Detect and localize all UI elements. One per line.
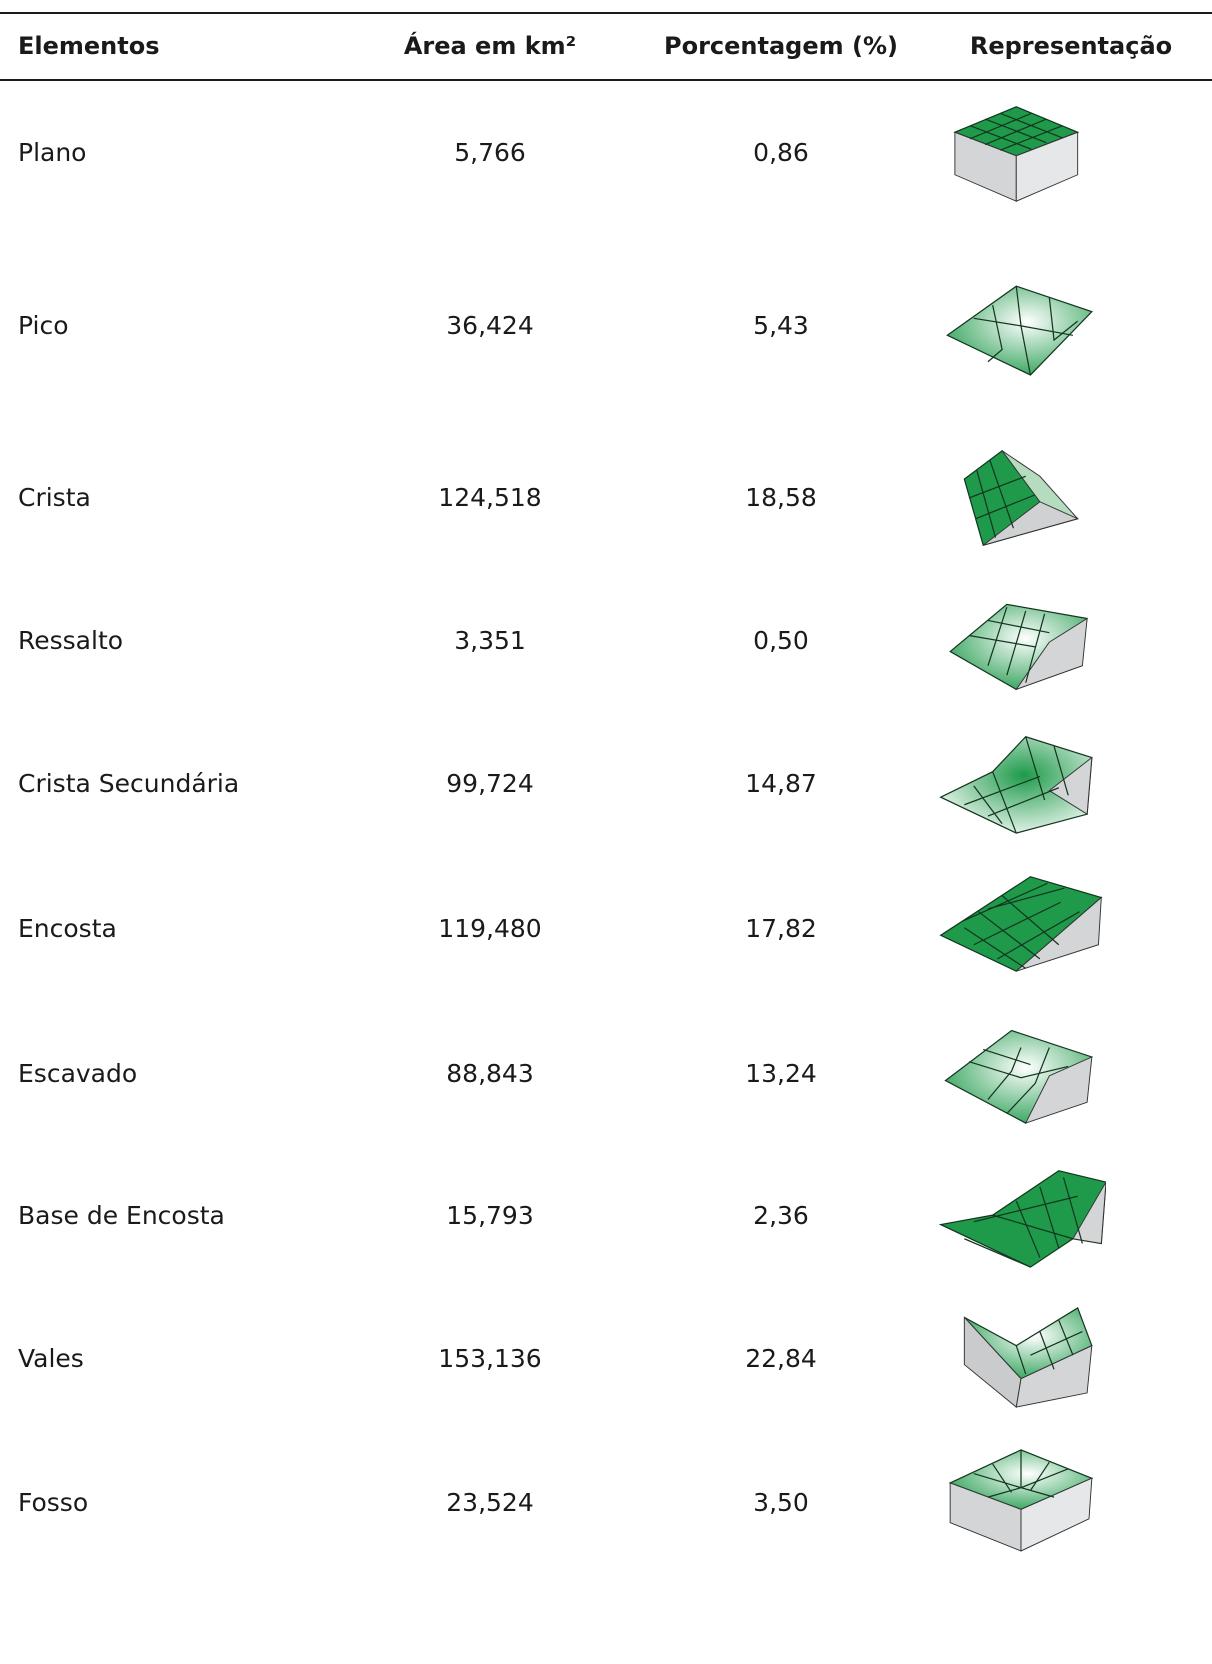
table-header-rule [0, 79, 1212, 81]
cell-porcentagem: 13,24 [745, 1059, 853, 1088]
cell-porcentagem: 3,50 [753, 1488, 837, 1517]
cell-porcentagem: 17,82 [745, 914, 853, 943]
hollow-terrain-icon [936, 1016, 1106, 1131]
cell-porcentagem-value: 0,86 [753, 138, 809, 167]
cell-area: 15,793 [446, 1201, 577, 1230]
cell-area: 119,480 [438, 914, 593, 943]
cell-porcentagem: 5,43 [753, 311, 837, 340]
cell-porcentagem-value: 22,84 [745, 1344, 817, 1373]
valley-terrain-icon [936, 1300, 1106, 1415]
cell-area-value: 36,424 [446, 311, 534, 340]
footslope-terrain-icon [936, 1160, 1106, 1275]
cell-elemento: Encosta [18, 914, 117, 943]
cell-area-value: 23,524 [446, 1488, 534, 1517]
cell-area: 99,724 [446, 769, 577, 798]
cell-elemento: Fosso [18, 1488, 89, 1517]
cell-porcentagem: 18,58 [745, 483, 853, 512]
cell-porcentagem-value: 3,50 [753, 1488, 809, 1517]
cell-porcentagem-value: 5,43 [753, 311, 809, 340]
cell-porcentagem: 0,50 [753, 626, 837, 655]
cell-elemento: Crista [18, 483, 91, 512]
cell-area: 3,351 [454, 626, 562, 655]
header-elementos: Elementos [18, 32, 160, 60]
cell-area: 23,524 [446, 1488, 577, 1517]
cell-porcentagem-value: 13,24 [745, 1059, 817, 1088]
cell-area: 5,766 [454, 138, 562, 167]
cell-elemento: Pico [18, 311, 69, 340]
cell-porcentagem-value: 2,36 [753, 1201, 809, 1230]
cell-elemento: Ressalto [18, 626, 124, 655]
cell-area-value: 124,518 [438, 483, 542, 512]
cell-porcentagem-value: 17,82 [745, 914, 817, 943]
ridge-terrain-icon [936, 440, 1106, 555]
peak-terrain-icon [936, 266, 1106, 381]
header-area-label: Área em km² [403, 32, 577, 60]
flat-terrain-icon [936, 96, 1106, 211]
slope-terrain-icon [936, 866, 1106, 981]
cell-area-value: 153,136 [438, 1344, 542, 1373]
cell-elemento: Base de Encosta [18, 1201, 225, 1230]
table-header-row: Elementos Área em km² Porcentagem (%) Re… [0, 13, 1212, 79]
cell-area: 124,518 [438, 483, 593, 512]
cell-porcentagem: 2,36 [753, 1201, 837, 1230]
cell-elemento: Crista Secundária [18, 769, 240, 798]
cell-elemento: Plano [18, 138, 87, 167]
cell-porcentagem-value: 0,50 [753, 626, 809, 655]
cell-porcentagem-value: 14,87 [745, 769, 817, 798]
cell-area-value: 119,480 [438, 914, 542, 943]
cell-porcentagem: 14,87 [745, 769, 853, 798]
cell-area: 88,843 [446, 1059, 577, 1088]
cell-elemento: Vales [18, 1344, 84, 1373]
secondary-ridge-terrain-icon [936, 726, 1106, 841]
cell-elemento: Escavado [18, 1059, 138, 1088]
cell-porcentagem-value: 18,58 [745, 483, 817, 512]
cell-area: 36,424 [446, 311, 577, 340]
table-top-rule [0, 12, 1212, 14]
cell-area: 153,136 [438, 1344, 593, 1373]
cell-area-value: 99,724 [446, 769, 534, 798]
cell-area-value: 3,351 [454, 626, 526, 655]
cell-area-value: 5,766 [454, 138, 526, 167]
pit-terrain-icon [936, 1442, 1106, 1557]
cell-porcentagem: 0,86 [753, 138, 837, 167]
cell-area-value: 88,843 [446, 1059, 534, 1088]
shoulder-terrain-icon [936, 587, 1106, 702]
cell-porcentagem: 22,84 [745, 1344, 853, 1373]
header-porcentagem-label: Porcentagem (%) [664, 32, 898, 60]
cell-area-value: 15,793 [446, 1201, 534, 1230]
header-representacao-label: Representação [969, 32, 1173, 60]
